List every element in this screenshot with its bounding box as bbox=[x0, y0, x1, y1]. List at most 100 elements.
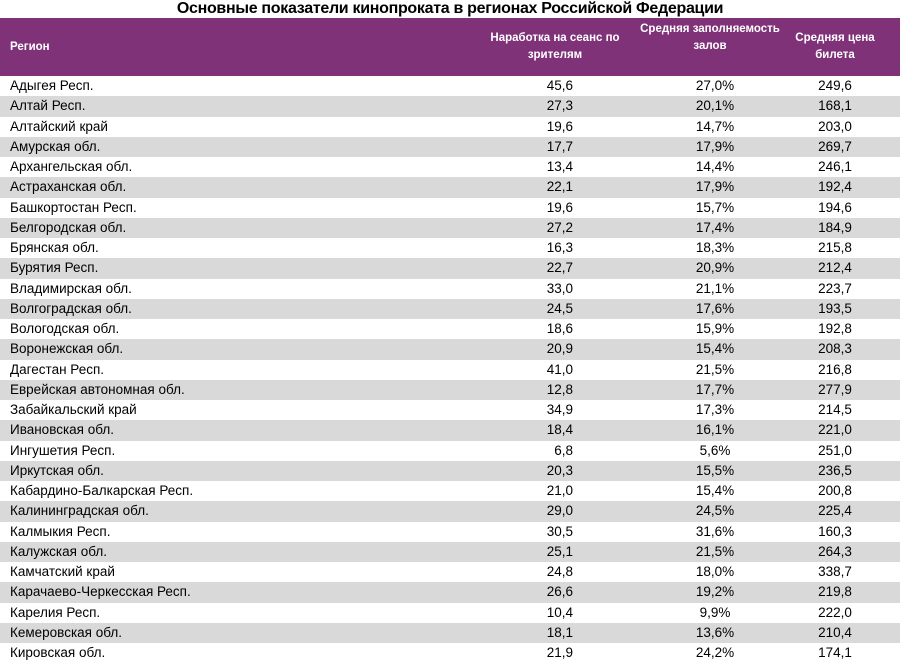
table-row: Белгородская обл. 27,2 17,4% 184,9 bbox=[0, 217, 900, 238]
price-cell: 236,5 bbox=[818, 462, 852, 478]
region-cell: Ивановская обл. bbox=[10, 422, 114, 438]
region-cell: Волгоградская обл. bbox=[10, 300, 132, 316]
viewers-cell: 17,7 bbox=[546, 138, 573, 154]
table-row: Астраханская обл. 22,1 17,9% 192,4 bbox=[0, 177, 900, 198]
table-row: Карелия Респ. 10,4 9,9% 222,0 bbox=[0, 603, 900, 623]
occupancy-cell: 14,4% bbox=[695, 159, 735, 174]
price-cell: 212,4 bbox=[818, 260, 852, 276]
table-row: Вологодская обл. 18,6 15,9% 192,8 bbox=[0, 319, 900, 339]
viewers-cell: 22,1 bbox=[546, 179, 573, 195]
occupancy-cell: 15,4% bbox=[695, 483, 735, 498]
column-header-viewers-per-session: Наработка на сеанс по зрителям bbox=[490, 32, 620, 61]
price-cell: 269,7 bbox=[818, 138, 852, 154]
region-cell: Белгородская обл. bbox=[10, 219, 127, 235]
occupancy-cell: 31,6% bbox=[695, 523, 735, 539]
occupancy-cell: 9,9% bbox=[699, 604, 731, 620]
table-row: Кабардино-Балкарская Респ. 21,0 15,4% 200,8 bbox=[0, 481, 900, 501]
region-cell: Адыгея Респ. bbox=[10, 78, 94, 93]
viewers-cell: 20,9 bbox=[546, 341, 573, 357]
table-row: Владимирская обл. 33,0 21,1% 223,7 bbox=[0, 279, 900, 299]
viewers-cell: 21,9 bbox=[546, 645, 573, 660]
column-header-occupancy: Средняя заполняемость залов bbox=[640, 23, 780, 52]
occupancy-cell: 24,5% bbox=[695, 503, 735, 519]
region-cell: Владимирская обл. bbox=[10, 280, 132, 296]
viewers-cell: 41,0 bbox=[546, 361, 573, 377]
occupancy-cell: 21,5% bbox=[695, 543, 735, 559]
viewers-cell: 22,7 bbox=[546, 260, 573, 276]
table-row: Иркутская обл. 20,3 15,5% 236,5 bbox=[0, 460, 900, 481]
viewers-cell: 19,6 bbox=[546, 118, 573, 134]
price-cell: 246,1 bbox=[818, 159, 852, 174]
occupancy-cell: 18,0% bbox=[695, 564, 735, 579]
price-cell: 192,8 bbox=[818, 321, 852, 336]
viewers-cell: 33,0 bbox=[546, 280, 573, 296]
viewers-cell: 34,9 bbox=[546, 402, 573, 417]
viewers-cell: 29,0 bbox=[546, 503, 573, 519]
price-cell: 215,8 bbox=[818, 240, 852, 255]
occupancy-cell: 15,5% bbox=[695, 462, 735, 478]
table-row: Бурятия Респ. 22,7 20,9% 212,4 bbox=[0, 258, 900, 279]
occupancy-cell: 17,3% bbox=[695, 402, 735, 417]
occupancy-cell: 21,1% bbox=[695, 280, 735, 296]
region-cell: Калужская обл. bbox=[10, 543, 107, 559]
price-cell: 277,9 bbox=[818, 381, 852, 397]
price-cell: 222,0 bbox=[818, 604, 852, 620]
table-row: Дагестан Респ. 41,0 21,5% 216,8 bbox=[0, 360, 900, 380]
table-row: Кемеровская обл. 18,1 13,6% 210,4 bbox=[0, 622, 900, 643]
region-cell: Кемеровская обл. bbox=[10, 624, 122, 640]
occupancy-cell: 27,0% bbox=[695, 78, 735, 93]
viewers-cell: 26,6 bbox=[546, 584, 573, 600]
occupancy-cell: 18,3% bbox=[695, 240, 735, 255]
price-cell: 160,3 bbox=[818, 523, 852, 539]
viewers-cell: 25,1 bbox=[546, 543, 573, 559]
region-cell: Воронежская обл. bbox=[10, 341, 124, 357]
table-row: Амурская обл. 17,7 17,9% 269,7 bbox=[0, 136, 900, 157]
price-cell: 184,9 bbox=[818, 219, 852, 235]
price-cell: 174,1 bbox=[818, 645, 852, 660]
viewers-cell: 16,3 bbox=[546, 240, 573, 255]
table-header: Регион Наработка на сеанс по зрителям Ср… bbox=[0, 18, 900, 76]
viewers-cell: 13,4 bbox=[546, 159, 573, 174]
region-cell: Дагестан Респ. bbox=[10, 361, 105, 377]
table-row: Ингушетия Респ. 6,8 5,6% 251,0 bbox=[0, 441, 900, 461]
table-row: Калужская обл. 25,1 21,5% 264,3 bbox=[0, 541, 900, 562]
viewers-cell: 24,5 bbox=[546, 300, 573, 316]
price-cell: 225,4 bbox=[818, 503, 852, 519]
table-row: Волгоградская обл. 24,5 17,6% 193,5 bbox=[0, 298, 900, 319]
table-row: Алтай Респ. 27,3 20,1% 168,1 bbox=[0, 96, 900, 117]
price-cell: 223,7 bbox=[818, 280, 852, 296]
viewers-cell: 19,6 bbox=[546, 199, 573, 215]
table-row: Брянская обл. 16,3 18,3% 215,8 bbox=[0, 238, 900, 258]
occupancy-cell: 15,9% bbox=[695, 321, 735, 336]
region-cell: Алтай Респ. bbox=[10, 98, 86, 114]
price-cell: 194,6 bbox=[818, 199, 852, 215]
region-cell: Карелия Респ. bbox=[10, 604, 101, 620]
viewers-cell: 18,4 bbox=[546, 422, 573, 438]
occupancy-cell: 19,2% bbox=[695, 584, 735, 600]
region-cell: Камчатский край bbox=[10, 564, 115, 579]
occupancy-cell: 17,4% bbox=[695, 219, 735, 235]
price-cell: 249,6 bbox=[818, 78, 852, 93]
region-cell: Еврейская автономная обл. bbox=[10, 381, 185, 397]
region-cell: Вологодская обл. bbox=[10, 321, 120, 336]
price-cell: 200,8 bbox=[818, 483, 852, 498]
occupancy-cell: 17,6% bbox=[695, 300, 735, 316]
occupancy-cell: 17,7% bbox=[695, 381, 735, 397]
table-row: Архангельская обл. 13,4 14,4% 246,1 bbox=[0, 157, 900, 177]
region-cell: Алтайский край bbox=[10, 118, 108, 134]
occupancy-cell: 24,2% bbox=[695, 645, 735, 660]
region-cell: Иркутская обл. bbox=[10, 462, 104, 478]
region-cell: Бурятия Респ. bbox=[10, 260, 99, 276]
region-cell: Кировская обл. bbox=[10, 645, 106, 660]
price-cell: 251,0 bbox=[818, 442, 852, 458]
price-cell: 203,0 bbox=[818, 118, 852, 134]
table-row: Башкортостан Респ. 19,6 15,7% 194,6 bbox=[0, 198, 900, 218]
occupancy-cell: 13,6% bbox=[695, 624, 735, 640]
viewers-cell: 12,8 bbox=[546, 381, 573, 397]
occupancy-cell: 15,4% bbox=[695, 341, 735, 357]
region-cell: Калмыкия Респ. bbox=[10, 523, 111, 539]
table-row: Забайкальский край 34,9 17,3% 214,5 bbox=[0, 400, 900, 420]
viewers-cell: 18,1 bbox=[546, 624, 573, 640]
price-cell: 264,3 bbox=[818, 543, 852, 559]
table-row: Кировская обл. 21,9 24,2% 174,1 bbox=[0, 643, 900, 663]
